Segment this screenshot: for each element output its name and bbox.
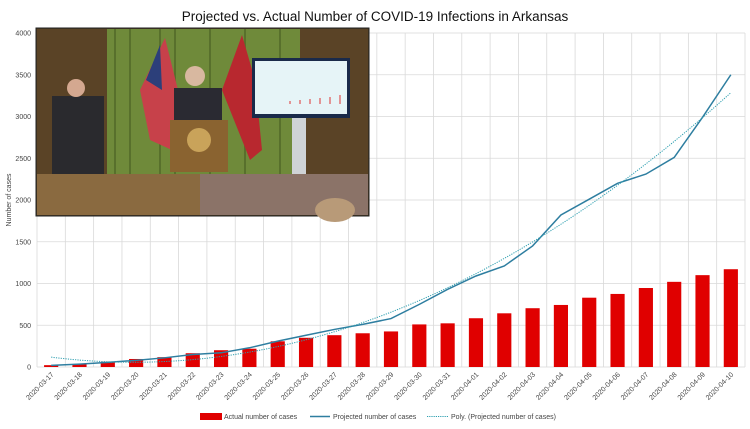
x-tick-label: 2020-03-29	[365, 371, 395, 401]
x-tick-label: 2020-04-10	[705, 371, 735, 401]
y-tick-label: 2500	[15, 156, 31, 163]
y-tick-label: 1000	[15, 281, 31, 288]
legend-swatch-actual	[200, 413, 222, 420]
x-tick-label: 2020-03-30	[393, 371, 423, 401]
bar-actual	[440, 323, 455, 367]
bar-actual	[582, 297, 597, 367]
x-tick-label: 2020-04-03	[507, 371, 537, 401]
x-tick-label: 2020-03-26	[280, 371, 310, 401]
bar-actual	[497, 313, 512, 367]
x-tick-label: 2020-03-20	[110, 371, 140, 401]
bar-actual	[695, 275, 710, 367]
line-poly-trend	[51, 92, 732, 363]
bar-actual	[242, 348, 257, 367]
legend: Actual number of cases Projected number …	[200, 413, 556, 421]
y-tick-label: 1500	[15, 239, 31, 246]
x-tick-label: 2020-03-25	[252, 371, 282, 401]
press-conference-photo	[35, 27, 370, 222]
legend-label-actual: Actual number of cases	[224, 414, 298, 421]
legend-label-projected: Projected number of cases	[333, 414, 417, 421]
y-tick-label: 0	[27, 365, 31, 372]
bar-actual	[468, 318, 484, 367]
bar-actual	[100, 361, 115, 367]
x-tick-label: 2020-03-24	[224, 371, 254, 401]
x-tick-label: 2020-04-06	[592, 371, 622, 401]
bar-actual	[383, 331, 399, 367]
y-axis-label: Number of cases	[6, 173, 13, 226]
x-tick-label: 2020-03-22	[167, 371, 197, 401]
y-tick-label: 500	[19, 323, 31, 330]
legend-label-poly: Poly. (Projected number of cases)	[451, 414, 556, 421]
x-tick-label: 2020-04-02	[478, 371, 508, 401]
bars-actual	[44, 269, 738, 367]
bar-actual	[298, 337, 314, 367]
x-tick-label: 2020-03-18	[54, 371, 84, 401]
x-tick-label: 2020-03-17	[25, 371, 55, 401]
lines	[51, 74, 732, 367]
bar-actual	[355, 333, 370, 367]
bar-actual	[72, 364, 87, 367]
y-axis: 0 500 1000 1500 2000 2500 3000 3500 4000	[15, 31, 31, 372]
x-tick-label: 2020-04-08	[648, 371, 678, 401]
bar-actual	[525, 308, 540, 367]
x-tick-label: 2020-03-23	[195, 371, 225, 401]
x-tick-label: 2020-04-01	[450, 371, 480, 401]
x-tick-label: 2020-04-04	[535, 371, 565, 401]
bar-actual	[667, 281, 682, 367]
bar-actual	[553, 304, 568, 367]
chart-title: Projected vs. Actual Number of COVID-19 …	[182, 9, 569, 24]
bar-actual	[214, 350, 229, 367]
x-tick-label: 2020-03-21	[139, 371, 169, 401]
x-axis: 2020-03-172020-03-182020-03-192020-03-20…	[25, 371, 735, 401]
x-tick-label: 2020-04-07	[620, 371, 650, 401]
x-tick-label: 2020-03-31	[422, 371, 452, 401]
bar-actual	[412, 324, 427, 367]
line-projected	[51, 74, 732, 367]
y-tick-label: 3500	[15, 72, 31, 79]
y-tick-label: 3000	[15, 114, 31, 121]
bar-actual	[44, 365, 59, 367]
bar-actual	[157, 357, 172, 367]
bar-actual	[129, 358, 144, 367]
y-tick-label: 2000	[15, 198, 31, 205]
x-tick-label: 2020-04-05	[563, 371, 593, 401]
y-tick-label: 4000	[15, 31, 31, 38]
bar-actual	[327, 335, 342, 367]
bar-actual	[723, 269, 738, 367]
x-tick-label: 2020-03-28	[337, 371, 367, 401]
bar-actual	[610, 293, 625, 367]
x-tick-label: 2020-03-19	[82, 371, 112, 401]
x-tick-label: 2020-03-27	[309, 371, 339, 401]
bar-actual	[638, 288, 653, 367]
x-tick-label: 2020-04-09	[677, 371, 707, 401]
